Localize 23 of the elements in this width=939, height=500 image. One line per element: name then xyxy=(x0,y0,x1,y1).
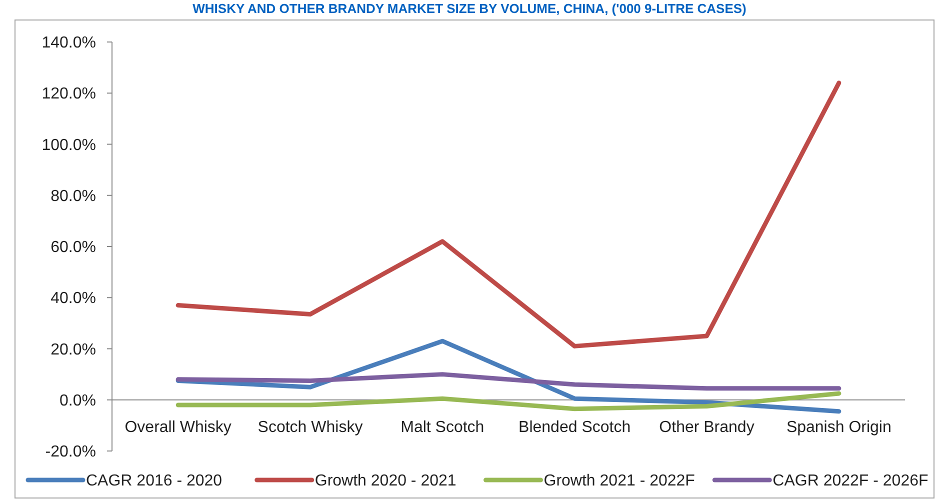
legend-label: Growth 2020 - 2021 xyxy=(314,472,456,490)
x-tick-label: Overall Whisky xyxy=(124,418,232,436)
y-tick-label: 60.0% xyxy=(50,239,96,256)
line-series xyxy=(176,391,842,412)
y-tick-label: 80.0% xyxy=(50,188,96,205)
line-series xyxy=(176,372,842,391)
y-tick-label: 120.0% xyxy=(42,86,96,103)
legend-label: CAGR 2016 - 2020 xyxy=(86,472,222,490)
chart-title: WHISKY AND OTHER BRANDY MARKET SIZE BY VOLUME, CHINA, ('000 9-LITRE CASES) xyxy=(192,1,746,16)
legend-label: Growth 2021 - 2022F xyxy=(544,472,696,490)
y-tick-label: 140.0% xyxy=(42,34,96,52)
x-tick-label: Spanish Origin xyxy=(786,418,892,436)
line-series xyxy=(176,80,842,348)
y-tick-label: 20.0% xyxy=(50,341,96,358)
y-tick-label: 100.0% xyxy=(42,136,96,154)
y-tick-label: 40.0% xyxy=(50,290,96,308)
legend-label: CAGR 2022F - 2026F xyxy=(772,472,928,490)
y-tick-label: -20.0% xyxy=(45,444,96,461)
x-tick-label: Other Brandy xyxy=(659,418,754,436)
x-tick-label: Malt Scotch xyxy=(400,418,484,436)
y-tick-label: 0.0% xyxy=(60,392,96,410)
x-tick-label: Scotch Whisky xyxy=(258,418,363,436)
x-tick-label: Blended Scotch xyxy=(518,418,631,436)
